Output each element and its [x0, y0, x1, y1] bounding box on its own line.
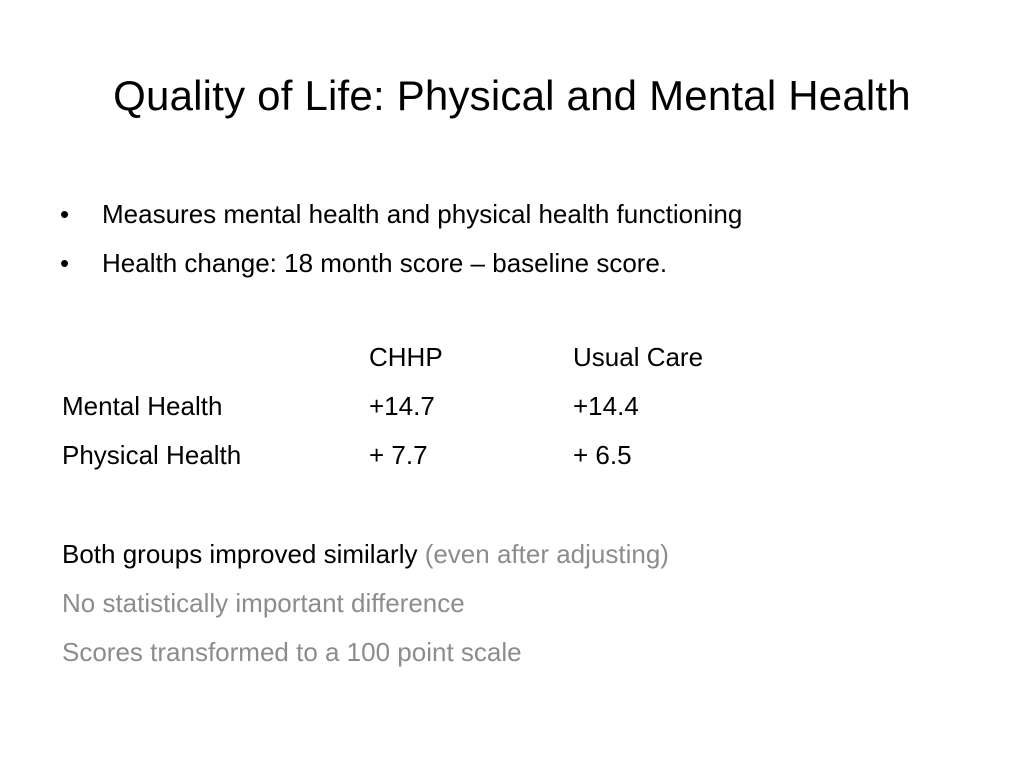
- conclusion-notes: Both groups improved similarly (even aft…: [62, 530, 669, 677]
- note-line: Both groups improved similarly (even aft…: [62, 530, 669, 579]
- bullet-text: Health change: 18 month score – baseline…: [102, 248, 668, 278]
- note-line: No statistically important difference: [62, 588, 465, 618]
- table-header-chhp: CHHP: [369, 342, 443, 372]
- table-header-usual-care: Usual Care: [573, 342, 704, 372]
- bullet-text: Measures mental health and physical heal…: [102, 199, 743, 229]
- note-line: Scores transformed to a 100 point scale: [62, 637, 522, 667]
- note-main-text: Both groups improved similarly: [62, 539, 418, 569]
- table-row-label: Mental Health: [62, 391, 223, 421]
- table-cell: + 7.7: [369, 440, 428, 470]
- bullet-item: • Health change: 18 month score – baseli…: [60, 239, 742, 288]
- bullet-dot-icon: •: [60, 199, 70, 229]
- table-cell: +14.4: [573, 391, 639, 421]
- bullet-item: • Measures mental health and physical he…: [60, 190, 742, 239]
- slide-title: Quality of Life: Physical and Mental Hea…: [113, 72, 911, 119]
- table-row-label: Physical Health: [62, 440, 242, 470]
- bullet-list: • Measures mental health and physical he…: [60, 190, 742, 288]
- table-cell: + 6.5: [573, 440, 632, 470]
- note-aside-text: (even after adjusting): [417, 539, 669, 569]
- table-cell: +14.7: [369, 391, 435, 421]
- bullet-dot-icon: •: [60, 248, 70, 278]
